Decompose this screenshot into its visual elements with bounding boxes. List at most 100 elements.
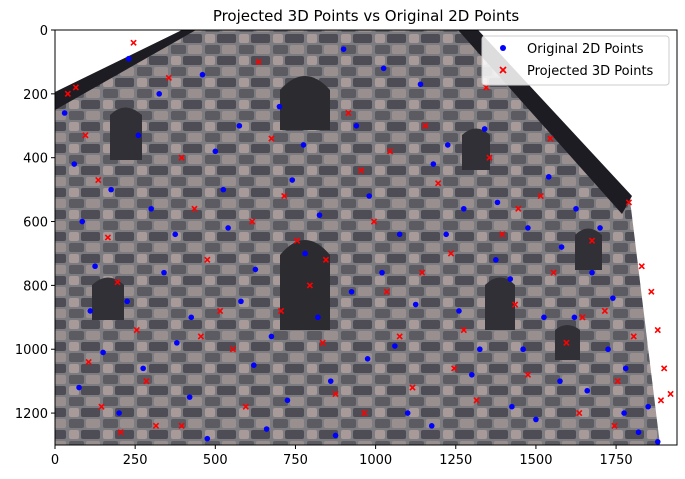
projected-3d-point xyxy=(361,409,368,417)
projected-3d-point xyxy=(515,205,522,212)
original-2d-point xyxy=(493,257,499,263)
original-2d-point xyxy=(541,314,547,321)
legend-label-projected: Projected 3D Points xyxy=(527,64,654,79)
original-2d-point xyxy=(545,174,552,180)
projected-3d-point xyxy=(576,409,583,417)
projected-3d-point xyxy=(82,132,89,139)
original-2d-point xyxy=(557,378,563,384)
original-2d-point xyxy=(558,244,565,250)
original-2d-point xyxy=(220,186,227,193)
photo-window-arch-4 xyxy=(92,277,124,320)
x-tick-label: 1500 xyxy=(519,453,552,468)
original-2d-point xyxy=(108,186,114,193)
projected-3d-point xyxy=(191,205,198,212)
original-2d-point xyxy=(250,362,257,368)
projected-3d-point xyxy=(152,422,160,430)
original-2d-point xyxy=(379,269,385,276)
projected-3d-point xyxy=(319,339,326,347)
original-2d-point xyxy=(79,218,86,225)
original-2d-point xyxy=(252,266,259,273)
original-2d-point xyxy=(412,301,419,308)
projected-3d-point xyxy=(654,326,661,334)
projected-3d-point xyxy=(579,314,586,321)
projected-3d-point xyxy=(601,307,609,315)
original-2d-point xyxy=(263,426,270,432)
original-2d-point xyxy=(92,263,98,270)
original-2d-point xyxy=(348,288,355,295)
original-2d-point xyxy=(477,346,483,353)
original-2d-point xyxy=(428,423,435,429)
legend: Original 2D Points Projected 3D Points xyxy=(481,35,670,86)
original-2d-point xyxy=(148,205,154,212)
original-2d-point xyxy=(520,346,526,353)
projected-3d-point xyxy=(614,377,621,385)
projected-3d-point xyxy=(524,371,532,378)
original-2d-point xyxy=(364,356,371,362)
original-2d-point xyxy=(366,193,373,199)
projected-3d-point xyxy=(216,307,224,315)
legend-label-original: Original 2D Points xyxy=(527,42,644,57)
plot-frame xyxy=(54,29,678,446)
photo-window-arch-6 xyxy=(485,277,515,330)
original-2d-point xyxy=(236,122,243,129)
projected-3d-point xyxy=(648,288,655,295)
original-2d-point xyxy=(507,276,514,282)
original-2d-point xyxy=(494,199,501,206)
projected-3d-point xyxy=(133,326,140,334)
original-2d-point xyxy=(635,429,642,436)
projected-3d-point xyxy=(499,231,506,238)
original-2d-point xyxy=(481,126,488,132)
original-2d-point xyxy=(645,403,651,410)
chart-title-group: Projected 3D Points vs Original 2D Point… xyxy=(213,7,520,25)
original-2d-point xyxy=(302,250,308,257)
y-tick-label: 200 xyxy=(23,88,48,103)
projected-3d-point xyxy=(332,390,339,398)
projected-3d-point xyxy=(422,122,429,129)
original-2d-point xyxy=(199,71,206,78)
projected-3d-point xyxy=(64,90,71,98)
projected-3d-point xyxy=(322,256,330,264)
original-2d-point xyxy=(100,349,106,356)
original-2d-point xyxy=(404,410,411,416)
projected-3d-point xyxy=(178,154,185,161)
projected-3d-point xyxy=(625,199,633,206)
y-tick-label: 0 xyxy=(40,24,48,39)
original-2d-point xyxy=(71,161,78,167)
projected-3d-point xyxy=(460,326,467,334)
y-tick-label: 800 xyxy=(23,279,48,294)
photo-window-arch-5 xyxy=(462,128,490,170)
x-axis: 0 250 500 750 1000 1250 1500 1750 xyxy=(51,445,633,468)
projected-3d-point xyxy=(178,422,185,430)
original-2d-point xyxy=(156,91,163,97)
projected-3d-point xyxy=(563,339,570,347)
original-2d-point xyxy=(284,397,291,404)
legend-box xyxy=(481,35,670,86)
original-2d-point xyxy=(605,346,611,353)
projected-3d-point xyxy=(638,263,645,270)
original-2d-point xyxy=(172,231,179,238)
projected-3d-point xyxy=(293,237,301,244)
legend-marker-original xyxy=(500,45,506,51)
projected-3d-point xyxy=(229,346,237,353)
x-tick-label: 0 xyxy=(51,453,59,468)
background-photo xyxy=(55,30,677,445)
projected-3d-point xyxy=(483,84,490,91)
projected-3d-point xyxy=(306,282,314,289)
original-2d-point xyxy=(125,55,132,62)
original-2d-point xyxy=(204,435,211,442)
original-2d-point xyxy=(340,46,347,52)
projected-3d-point xyxy=(473,397,480,404)
original-2d-point xyxy=(188,314,195,321)
original-2d-point xyxy=(212,148,219,155)
projected-3d-point xyxy=(281,192,288,200)
original-2d-point xyxy=(380,65,387,72)
y-tick-label: 1000 xyxy=(15,343,48,358)
projected-3d-point xyxy=(451,365,458,372)
projected-3d-point xyxy=(197,333,205,340)
original-2d-point xyxy=(140,365,146,372)
original-2d-point xyxy=(509,403,515,410)
original-2d-point xyxy=(87,308,94,314)
original-2d-point xyxy=(571,314,578,321)
original-2d-point xyxy=(332,432,339,439)
projected-3d-point xyxy=(95,176,102,184)
